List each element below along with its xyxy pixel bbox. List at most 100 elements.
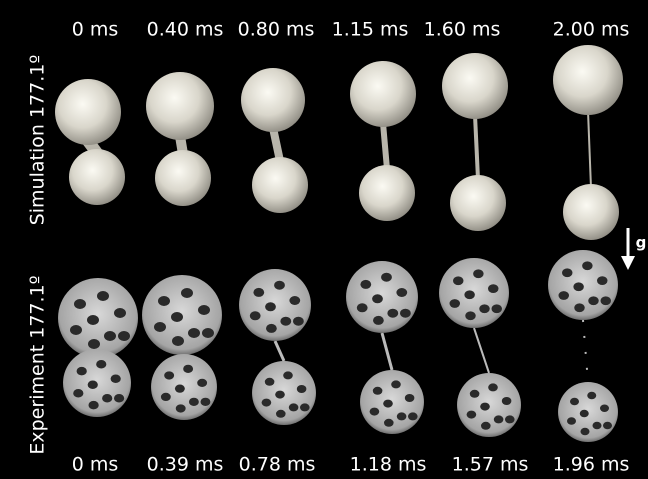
spot xyxy=(502,397,512,405)
spot xyxy=(289,403,299,411)
spot xyxy=(111,375,121,384)
spot xyxy=(600,405,609,413)
time-label: 1.15 ms xyxy=(332,19,409,41)
spot xyxy=(570,398,579,406)
spot xyxy=(470,390,480,398)
spot xyxy=(492,304,503,313)
spot xyxy=(396,288,407,297)
spot xyxy=(587,392,596,400)
spot xyxy=(189,398,199,406)
spot xyxy=(373,316,384,325)
drop xyxy=(241,68,305,132)
spot xyxy=(289,296,300,305)
spot xyxy=(293,317,304,326)
spot xyxy=(480,403,490,411)
spot xyxy=(114,394,124,403)
spot xyxy=(175,385,185,393)
drop xyxy=(155,150,211,206)
spot xyxy=(381,273,392,282)
spot xyxy=(397,412,407,420)
spot xyxy=(384,419,394,427)
spot xyxy=(603,422,612,430)
figure: Simulation 177.1º Experiment 177.1º g 0 … xyxy=(0,0,648,479)
time-label: 0 ms xyxy=(72,454,119,476)
spot xyxy=(276,410,286,418)
spot xyxy=(391,380,401,388)
spot xyxy=(262,399,272,407)
spot xyxy=(172,336,184,346)
spot xyxy=(181,288,193,298)
time-label: 1.60 ms xyxy=(424,19,501,41)
drop xyxy=(350,61,416,127)
spot xyxy=(274,281,285,290)
time-label: 0.80 ms xyxy=(238,19,315,41)
spot xyxy=(74,299,86,309)
spot xyxy=(574,303,585,312)
spot xyxy=(97,291,109,301)
spot xyxy=(87,315,99,325)
spot xyxy=(370,408,380,416)
spot xyxy=(494,415,504,423)
spot xyxy=(488,284,499,293)
spot xyxy=(102,394,112,403)
spot xyxy=(467,411,477,419)
spot xyxy=(283,371,293,379)
spot xyxy=(593,422,602,430)
spot xyxy=(202,328,214,338)
spot xyxy=(582,261,593,270)
spot xyxy=(197,379,207,387)
spot xyxy=(275,391,285,399)
drop xyxy=(252,157,308,213)
spot xyxy=(481,422,491,430)
spot xyxy=(581,428,590,436)
time-label: 1.18 ms xyxy=(350,454,427,476)
spot xyxy=(183,365,193,373)
spot xyxy=(77,367,87,376)
spot xyxy=(488,383,498,391)
spot xyxy=(453,276,464,285)
spot xyxy=(198,305,210,315)
drop xyxy=(442,53,508,119)
time-label: 0 ms xyxy=(72,19,119,41)
row-label: Simulation 177.1º xyxy=(27,55,49,226)
spot xyxy=(164,371,174,379)
spot xyxy=(253,288,264,297)
spot xyxy=(464,290,475,299)
spot xyxy=(372,294,383,303)
drop xyxy=(69,149,125,205)
spot xyxy=(158,296,170,306)
spot xyxy=(73,389,83,398)
time-label: 0.39 ms xyxy=(147,454,224,476)
time-label: 1.57 ms xyxy=(452,454,529,476)
spot xyxy=(265,302,276,311)
spot xyxy=(597,276,608,285)
time-label: 0.78 ms xyxy=(239,454,316,476)
drop xyxy=(359,165,415,221)
spot xyxy=(473,269,484,278)
spot xyxy=(373,387,383,395)
spot xyxy=(250,311,261,320)
time-label: 2.00 ms xyxy=(553,19,630,41)
spot xyxy=(265,378,275,386)
spot xyxy=(357,303,368,312)
spot xyxy=(161,393,171,401)
spot xyxy=(505,415,515,423)
spot xyxy=(408,412,418,420)
spot xyxy=(405,394,415,402)
spot xyxy=(562,268,573,277)
spot xyxy=(70,325,82,335)
time-label: 0.40 ms xyxy=(147,19,224,41)
spot xyxy=(387,309,398,318)
spot xyxy=(465,311,476,320)
spot xyxy=(567,417,576,425)
spot xyxy=(96,360,106,369)
drop xyxy=(55,79,121,145)
spot xyxy=(280,317,291,326)
drop xyxy=(553,45,623,115)
neck xyxy=(383,123,387,169)
spot xyxy=(201,398,211,406)
spot xyxy=(559,291,570,300)
spot xyxy=(300,403,310,411)
spot xyxy=(580,410,589,418)
spot xyxy=(383,400,393,408)
